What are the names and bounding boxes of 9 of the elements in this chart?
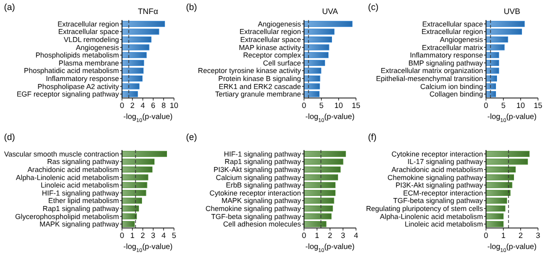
text: (b) bbox=[186, 2, 197, 12]
chart-title: UVB bbox=[504, 7, 520, 16]
text: (d) bbox=[4, 132, 15, 142]
chart-title: TNFα bbox=[138, 7, 158, 16]
text: (f) bbox=[368, 132, 376, 142]
text: (c) bbox=[368, 2, 378, 12]
text: (a) bbox=[4, 2, 15, 12]
chart-title: UVA bbox=[322, 7, 339, 16]
text: (e) bbox=[186, 132, 197, 142]
